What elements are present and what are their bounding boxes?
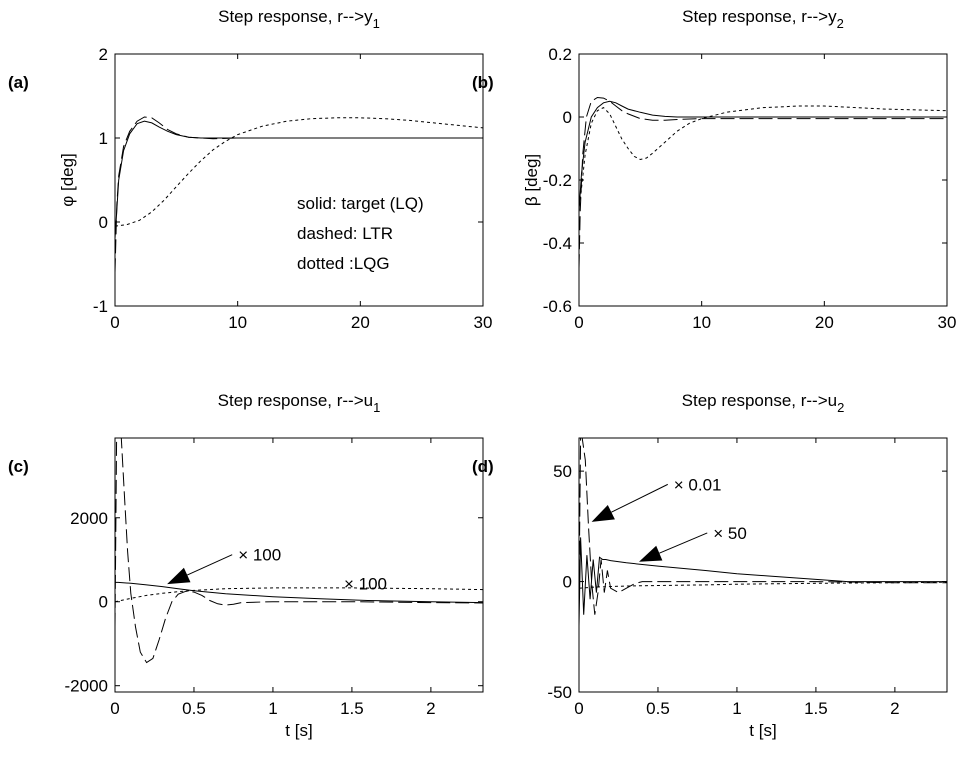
annotation-label: × 50 bbox=[713, 524, 747, 543]
x-tick-label: 1.5 bbox=[804, 699, 828, 718]
y-axis-label: β [deg] bbox=[522, 154, 541, 206]
axes-frame bbox=[114, 53, 484, 307]
annotation-arrow-shaft bbox=[659, 532, 708, 554]
chart-title-main: Step response, r-->y bbox=[218, 7, 373, 26]
x-tick-label: 30 bbox=[938, 313, 957, 332]
axes-frame bbox=[578, 53, 948, 307]
panel-label: (b) bbox=[472, 73, 494, 92]
x-tick-label: 1 bbox=[732, 699, 741, 718]
annotation-arrow-head bbox=[167, 567, 191, 585]
series-line-dotted bbox=[115, 587, 483, 603]
x-tick-label: 0.5 bbox=[182, 699, 206, 718]
x-tick-label: 0 bbox=[574, 699, 583, 718]
x-tick-label: 30 bbox=[474, 313, 493, 332]
chart-title-main: Step response, r-->u bbox=[218, 391, 373, 410]
chart-title: Step response, r-->u2 bbox=[682, 391, 845, 415]
y-tick-label: -0.4 bbox=[543, 234, 572, 253]
series-line-dashed bbox=[115, 116, 483, 273]
annotation-label: × 0.01 bbox=[674, 475, 722, 494]
panel-label: (a) bbox=[8, 73, 29, 92]
x-tick-label: 0.5 bbox=[646, 699, 670, 718]
x-axis-label: t [s] bbox=[749, 721, 776, 740]
y-tick-label: -0.2 bbox=[543, 171, 572, 190]
series-line-dotted bbox=[579, 105, 947, 212]
chart-2: 0 10 20 30 -0.6 -0.4 -0.2 0 0.2 Step response, r-… bbox=[472, 7, 956, 332]
panel-label: (d) bbox=[472, 457, 494, 476]
axes-frame bbox=[578, 437, 948, 693]
axes-frame bbox=[114, 437, 484, 693]
series-line-dashed bbox=[115, 438, 483, 664]
x-tick-label: 0 bbox=[574, 313, 583, 332]
y-tick-label: -2000 bbox=[65, 677, 108, 696]
annotation-arrow-shaft bbox=[611, 483, 668, 513]
x-tick-label: 1.5 bbox=[340, 699, 364, 718]
chart-title-main: Step response, r-->u bbox=[682, 391, 837, 410]
y-tick-label: 2000 bbox=[70, 509, 108, 528]
panel-label: (c) bbox=[8, 457, 29, 476]
annotation-arrow-shaft bbox=[186, 554, 233, 576]
x-tick-label: 10 bbox=[692, 313, 711, 332]
x-tick-label: 20 bbox=[815, 313, 834, 332]
annotation-label: × 100 bbox=[238, 546, 281, 565]
x-tick-label: 2 bbox=[890, 699, 899, 718]
y-tick-label: -0.6 bbox=[543, 297, 572, 316]
y-tick-label: -1 bbox=[93, 297, 108, 316]
chart-title-subscript: 2 bbox=[837, 16, 844, 31]
chart-title: Step response, r-->y2 bbox=[682, 7, 844, 31]
y-tick-label: 0 bbox=[563, 573, 572, 592]
chart-title-subscript: 1 bbox=[373, 400, 380, 415]
annotation-label: × 100 bbox=[344, 575, 387, 594]
chart-title-main: Step response, r-->y bbox=[682, 7, 837, 26]
y-tick-label: 50 bbox=[553, 462, 572, 481]
series-line-solid bbox=[579, 100, 947, 212]
series-line-dotted bbox=[579, 581, 947, 589]
chart-title-subscript: 2 bbox=[837, 400, 844, 415]
annotation-arrow-head bbox=[591, 505, 615, 522]
x-axis-label: t [s] bbox=[285, 721, 312, 740]
series-line-solid bbox=[115, 120, 483, 239]
series-line-solid bbox=[579, 537, 947, 626]
y-axis-label: φ [deg] bbox=[58, 153, 77, 207]
x-tick-label: 0 bbox=[110, 313, 119, 332]
legend-note: solid: target (LQ) bbox=[297, 194, 424, 213]
series-line-dotted bbox=[115, 117, 483, 227]
annotation-arrow-head bbox=[639, 545, 663, 562]
x-tick-label: 20 bbox=[351, 313, 370, 332]
legend-note: dashed: LTR bbox=[297, 224, 393, 243]
x-tick-label: 10 bbox=[228, 313, 247, 332]
y-tick-label: 0 bbox=[99, 593, 108, 612]
series-line-dashed bbox=[579, 438, 947, 615]
chart-title: Step response, r-->y1 bbox=[218, 7, 380, 31]
y-tick-label: 0 bbox=[99, 213, 108, 232]
y-tick-label: 0.2 bbox=[548, 45, 572, 64]
y-tick-label: 1 bbox=[99, 129, 108, 148]
series-line-dashed bbox=[579, 96, 947, 269]
x-tick-label: 2 bbox=[426, 699, 435, 718]
chart-title: Step response, r-->u1 bbox=[218, 391, 381, 415]
y-tick-label: 0 bbox=[563, 108, 572, 127]
y-tick-label: -50 bbox=[547, 683, 572, 702]
x-tick-label: 0 bbox=[110, 699, 119, 718]
legend-note: dotted :LQG bbox=[297, 254, 390, 273]
x-tick-label: 1 bbox=[268, 699, 277, 718]
y-tick-label: 2 bbox=[99, 45, 108, 64]
chart-title-subscript: 1 bbox=[373, 16, 380, 31]
